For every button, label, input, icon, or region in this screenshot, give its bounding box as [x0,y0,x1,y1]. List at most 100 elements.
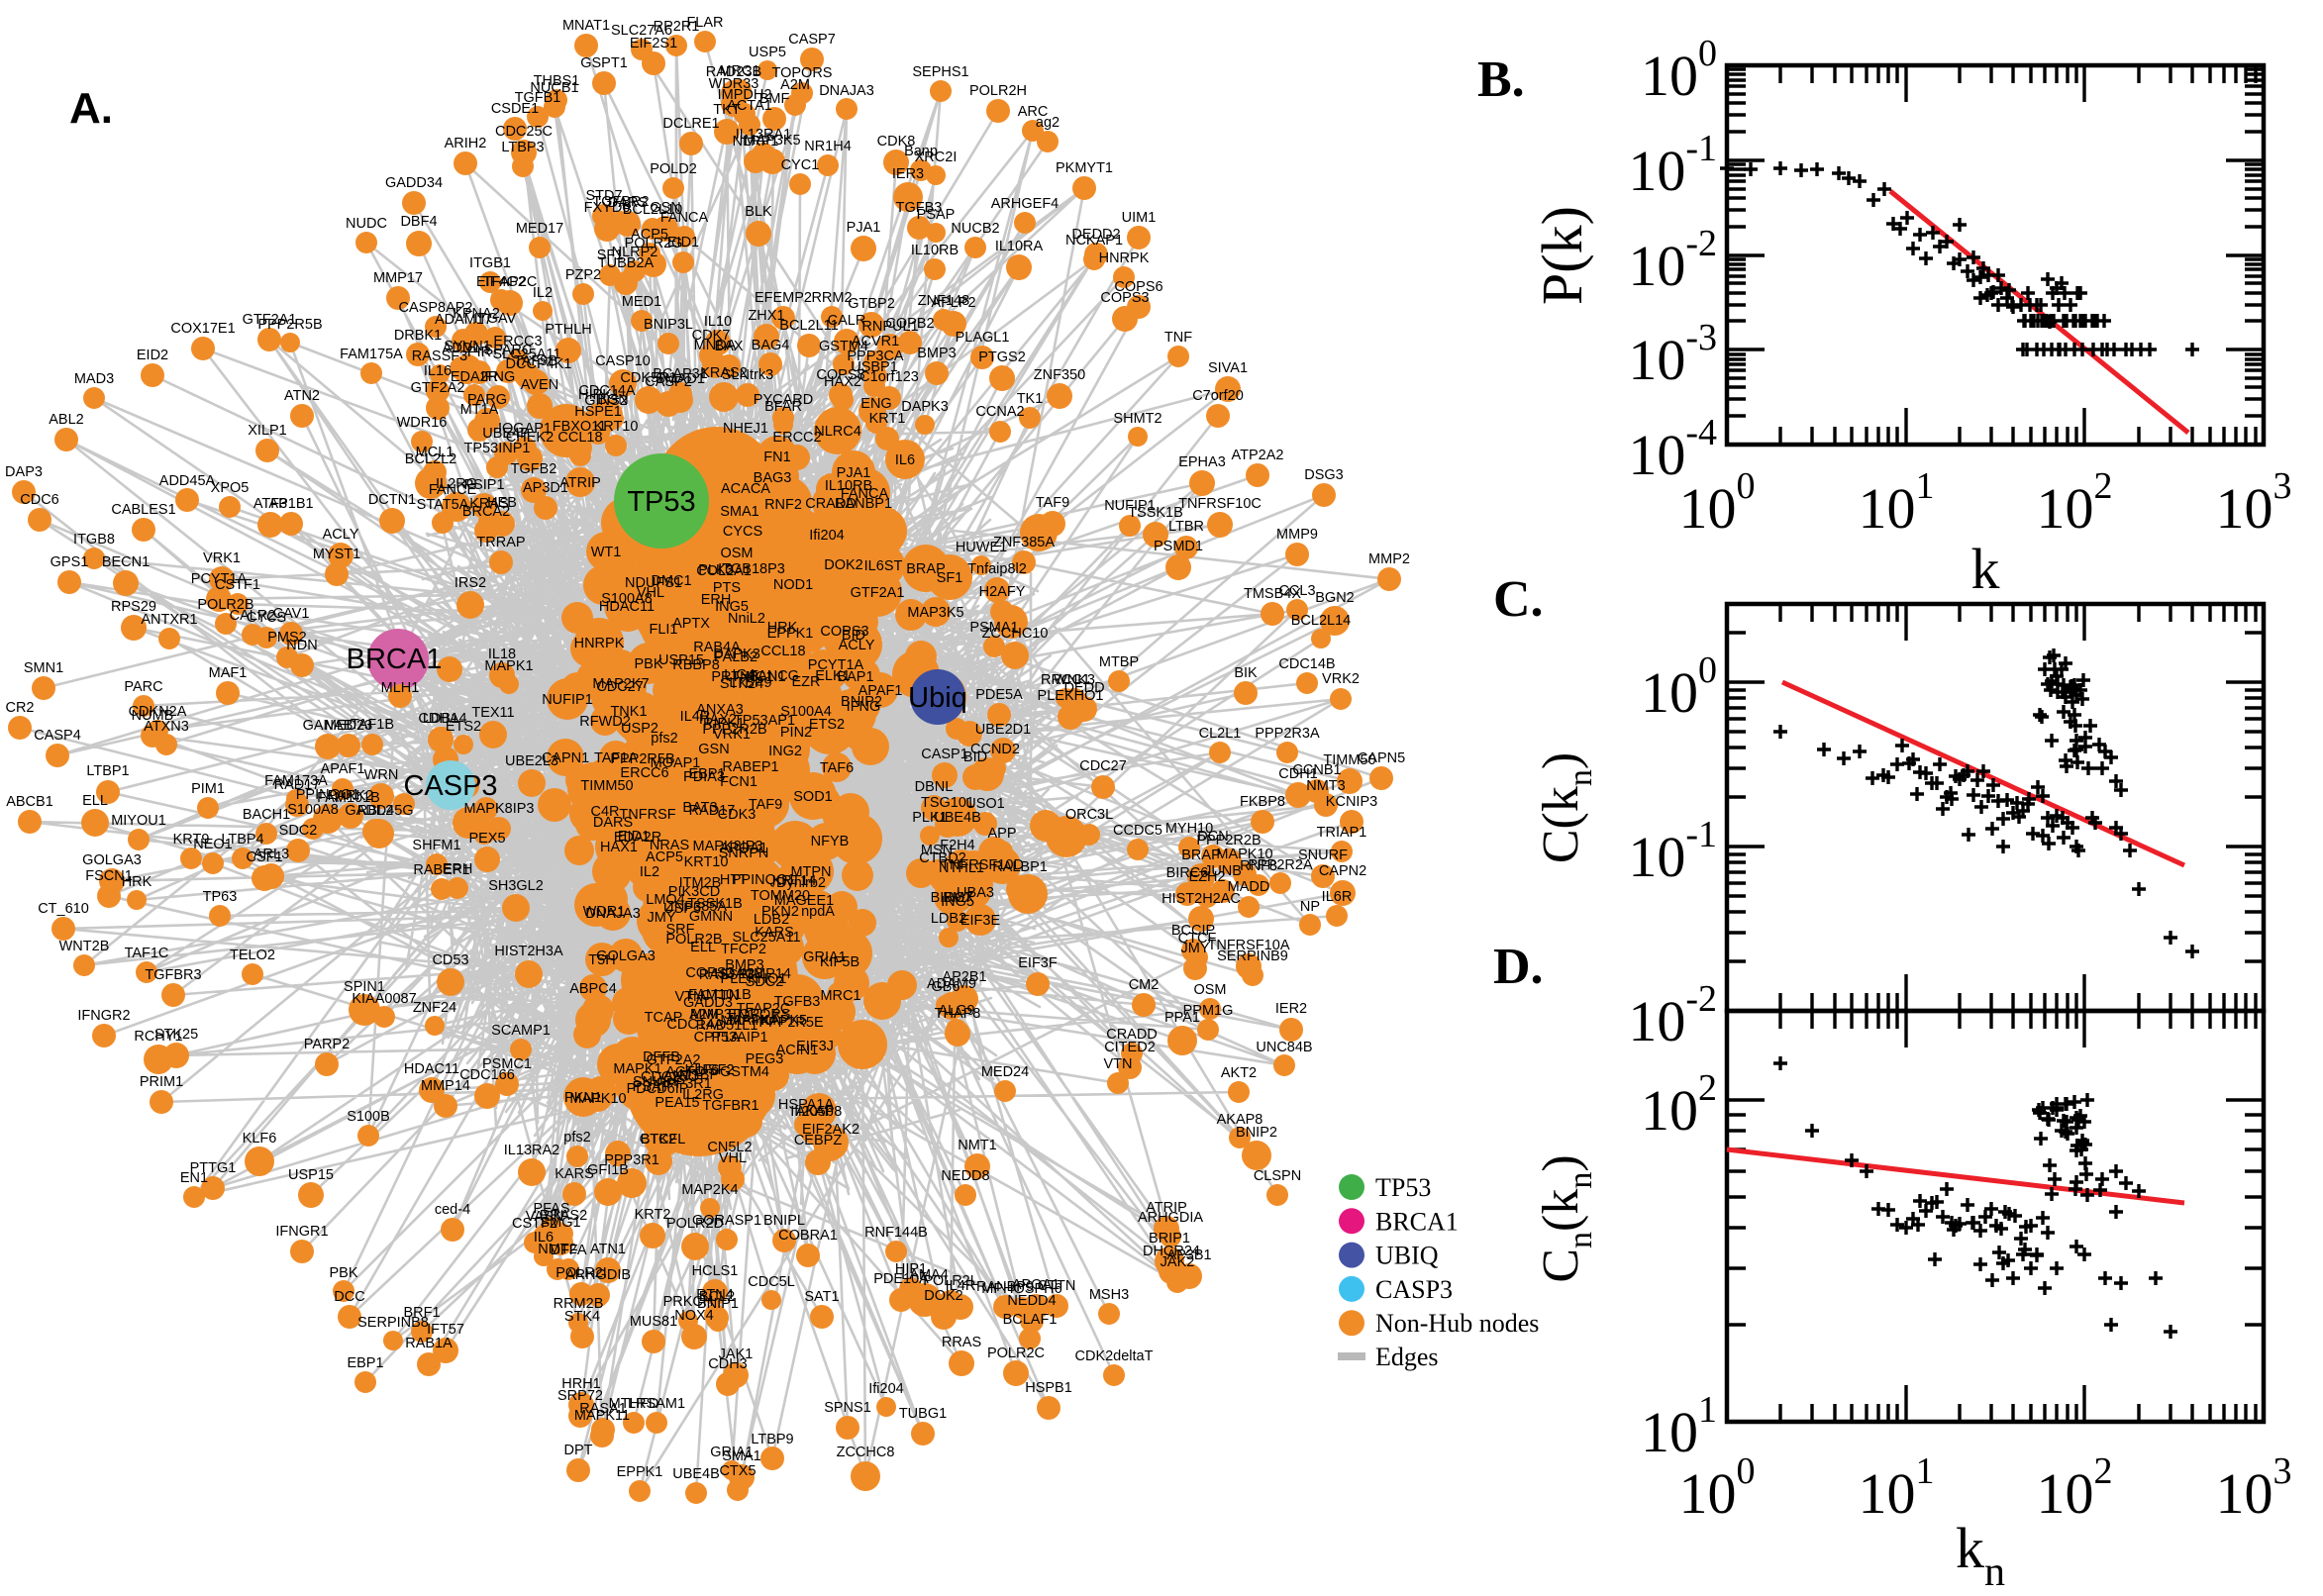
svg-text:A.: A. [69,84,113,133]
svg-text:POLR2G: POLR2G [625,236,683,251]
svg-text:MAGEE1: MAGEE1 [774,893,834,909]
svg-text:RTN4: RTN4 [696,1287,734,1303]
svg-text:NUFIP1: NUFIP1 [1104,498,1156,514]
svg-text:PPP2R5B: PPP2R5B [610,751,674,767]
svg-text:BRCA2: BRCA2 [462,504,510,520]
svg-text:SLC25A11: SLC25A11 [492,347,560,362]
svg-text:CR2: CR2 [5,700,34,716]
svg-text:BRF1: BRF1 [403,1305,440,1321]
svg-text:PSMC1: PSMC1 [482,1056,532,1072]
svg-text:TAF9B: TAF9B [514,353,557,369]
svg-text:SMA1: SMA1 [722,1448,761,1464]
svg-text:WNK3: WNK3 [1054,672,1095,688]
svg-text:PDCD6IP: PDCD6IP [627,1081,689,1097]
svg-text:THBS1: THBS1 [534,73,580,89]
svg-text:ZNF385A: ZNF385A [993,535,1055,550]
svg-text:LDB2: LDB2 [931,911,966,927]
svg-text:POLR2C: POLR2C [987,1346,1045,1361]
svg-text:BIRC7: BIRC7 [931,890,973,906]
svg-text:LIG4: LIG4 [724,667,755,683]
svg-text:PEG3: PEG3 [746,1051,784,1067]
svg-text:RRAS: RRAS [942,1335,981,1350]
svg-text:STK4: STK4 [564,1309,600,1325]
svg-text:TIMM50: TIMM50 [580,778,633,794]
svg-text:NHEJ1: NHEJ1 [723,421,768,437]
svg-text:SMN1: SMN1 [24,660,63,676]
svg-text:SNRPN: SNRPN [719,846,769,861]
svg-text:CTTN: CTTN [701,988,740,1004]
svg-text:MIYOU1: MIYOU1 [111,813,166,829]
svg-text:CITED2: CITED2 [1104,1040,1156,1055]
svg-text:TNFRSF10D: TNFRSF10D [941,857,1024,873]
svg-text:TAF1B: TAF1B [351,717,394,733]
svg-text:RCHY1: RCHY1 [134,1029,182,1045]
svg-text:ARHGEF4: ARHGEF4 [991,196,1060,212]
svg-text:ANXA3: ANXA3 [696,702,744,718]
svg-text:UBE4B: UBE4B [672,1466,720,1482]
svg-text:KRT2: KRT2 [635,1207,671,1223]
svg-text:CASP3: CASP3 [1375,1275,1453,1304]
svg-text:PCYT1A: PCYT1A [808,657,864,673]
svg-text:RNF2: RNF2 [764,497,802,513]
svg-text:APP: APP [987,826,1016,842]
svg-text:PSMD1: PSMD1 [1154,539,1203,554]
svg-text:T5H: T5H [588,952,615,968]
svg-text:DAPK3: DAPK3 [901,399,949,415]
svg-text:CDC166: CDC166 [459,1067,515,1083]
svg-text:DCLRE1: DCLRE1 [662,116,719,132]
svg-text:CTX5: CTX5 [719,1463,756,1479]
svg-text:ZHX1: ZHX1 [748,308,784,324]
svg-text:CSTF2: CSTF2 [512,1216,557,1232]
svg-text:OSM: OSM [720,546,753,561]
svg-text:PZP2: PZP2 [565,267,601,283]
svg-text:SAT1: SAT1 [804,1289,839,1305]
svg-text:AP3B1: AP3B1 [1166,1247,1211,1263]
svg-text:UIM1: UIM1 [1122,210,1157,226]
svg-text:ITGB18P3: ITGB18P3 [718,561,785,577]
svg-text:PTGS2: PTGS2 [978,349,1026,365]
svg-text:CDKN2A: CDKN2A [129,704,187,720]
svg-text:B.: B. [1477,51,1525,108]
svg-text:NMT2: NMT2 [538,1242,576,1257]
svg-text:PDE10A: PDE10A [873,1271,929,1287]
svg-text:PPP2R5B: PPP2R5B [257,317,322,333]
svg-text:BECN1: BECN1 [102,554,150,570]
svg-text:GSN: GSN [650,200,680,216]
svg-text:CSTF1: CSTF1 [215,577,260,593]
svg-text:BACH1: BACH1 [243,807,290,823]
svg-text:TIMM50: TIMM50 [1323,752,1375,768]
svg-text:HCLS1: HCLS1 [692,1263,739,1279]
svg-text:EID1: EID1 [667,235,699,250]
svg-text:TP63: TP63 [203,889,238,905]
svg-text:COPS8: COPS8 [816,367,864,383]
svg-text:CAPN1: CAPN1 [542,750,589,766]
svg-text:DCTN1: DCTN1 [368,492,416,508]
svg-text:NUMB: NUMB [132,708,174,724]
svg-text:RAD17: RAD17 [274,777,321,793]
svg-text:DFFB: DFFB [643,1049,680,1065]
svg-text:ARHGDIA: ARHGDIA [1138,1210,1203,1226]
svg-text:C4R: C4R [590,804,619,820]
svg-text:MAPK1: MAPK1 [613,1061,661,1077]
svg-text:APLP2: APLP2 [931,295,975,311]
svg-text:CDC27: CDC27 [596,679,644,695]
svg-text:COPS3: COPS3 [1100,290,1149,306]
svg-text:BCLAF1: BCLAF1 [1003,1312,1058,1328]
svg-text:THAP8: THAP8 [935,1006,981,1022]
svg-text:TP53INP1: TP53INP1 [464,441,531,456]
svg-text:NLRP2: NLRP2 [612,245,658,260]
svg-text:FLI1: FLI1 [649,622,677,638]
svg-text:RFWD2: RFWD2 [579,714,631,730]
svg-text:PKN2: PKN2 [761,904,799,920]
svg-text:GADD3: GADD3 [683,995,733,1011]
svg-text:KLF6: KLF6 [243,1131,277,1147]
svg-text:MSH3: MSH3 [1089,1287,1129,1303]
svg-text:KIF5B: KIF5B [820,954,859,970]
svg-text:GORASP1: GORASP1 [692,1213,761,1229]
svg-text:CDHA4: CDHA4 [418,711,466,727]
svg-text:NCKAP1: NCKAP1 [1065,233,1123,249]
svg-text:RABEP1: RABEP1 [413,862,469,878]
svg-text:Banp: Banp [904,144,938,159]
svg-text:HAX2: HAX2 [699,712,737,728]
svg-text:AKT2: AKT2 [1221,1065,1257,1081]
